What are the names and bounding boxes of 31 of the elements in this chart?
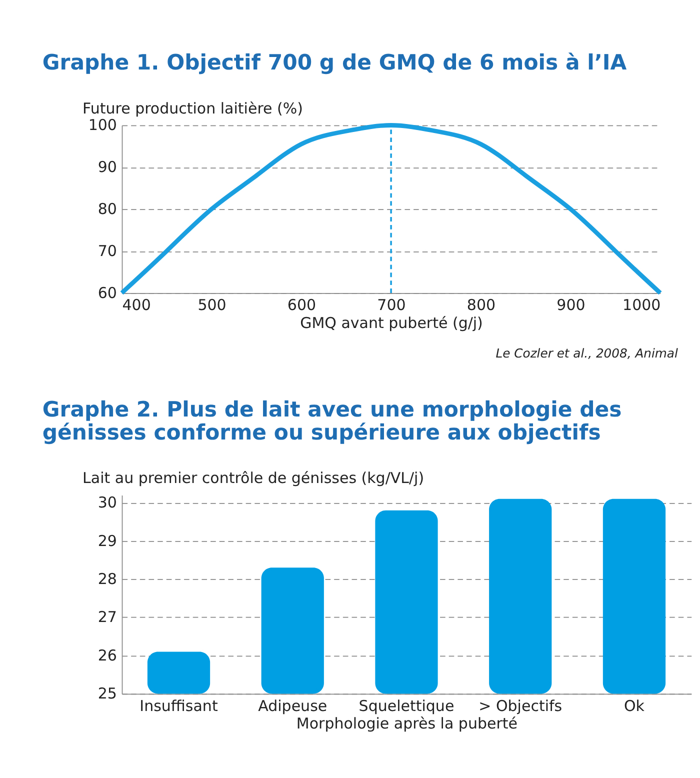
x-tick-label: 700 [377,296,406,314]
chart-title: Graphe 1. Objectif 700 g de GMQ de 6 mois à l’IA [42,50,628,75]
y-tick-label: 80 [98,200,117,218]
y-tick-label: 27 [98,608,117,626]
x-tick-label: 500 [198,296,226,314]
x-tick-label: 400 [122,296,151,314]
x-axis-title: Morphologie après la puberté [296,714,518,733]
y-tick-label: 100 [88,116,117,134]
x-tick-label: 900 [556,296,586,314]
x-tick-label: 600 [287,296,316,314]
y-tick-label: 26 [98,646,117,664]
y-tick-label: 60 [98,284,117,302]
y-tick-label: 29 [98,532,117,550]
y-tick-label: 28 [98,570,117,588]
x-tick-label: 1000 [622,296,661,314]
y-axis-title: Future production laitière (%) [82,99,303,118]
y-tick-label: 30 [98,494,117,512]
y-tick-label: 70 [98,242,117,260]
x-tick-label: Adipeuse [258,696,328,715]
text: Le Cozler et al., 2008, Animal [496,346,678,360]
x-axis-title: GMQ avant puberté (g/j) [300,314,483,332]
line-series [120,123,662,296]
x-tick-label: 800 [466,296,496,314]
text: Graphe 2. Plus de lait avec une morphologie des [42,396,622,422]
x-tick-label: Insuffisant [140,696,218,715]
x-tick-label: Squelettique [358,696,454,715]
x-tick-label: > Objectifs [478,696,562,715]
x-tick-label: Ok [624,696,645,715]
y-tick-label: 90 [98,158,117,176]
y-axis-title: Lait au premier contrôle de génisses (kg/VL/j) [82,469,424,488]
y-tick-label: 25 [98,684,117,703]
